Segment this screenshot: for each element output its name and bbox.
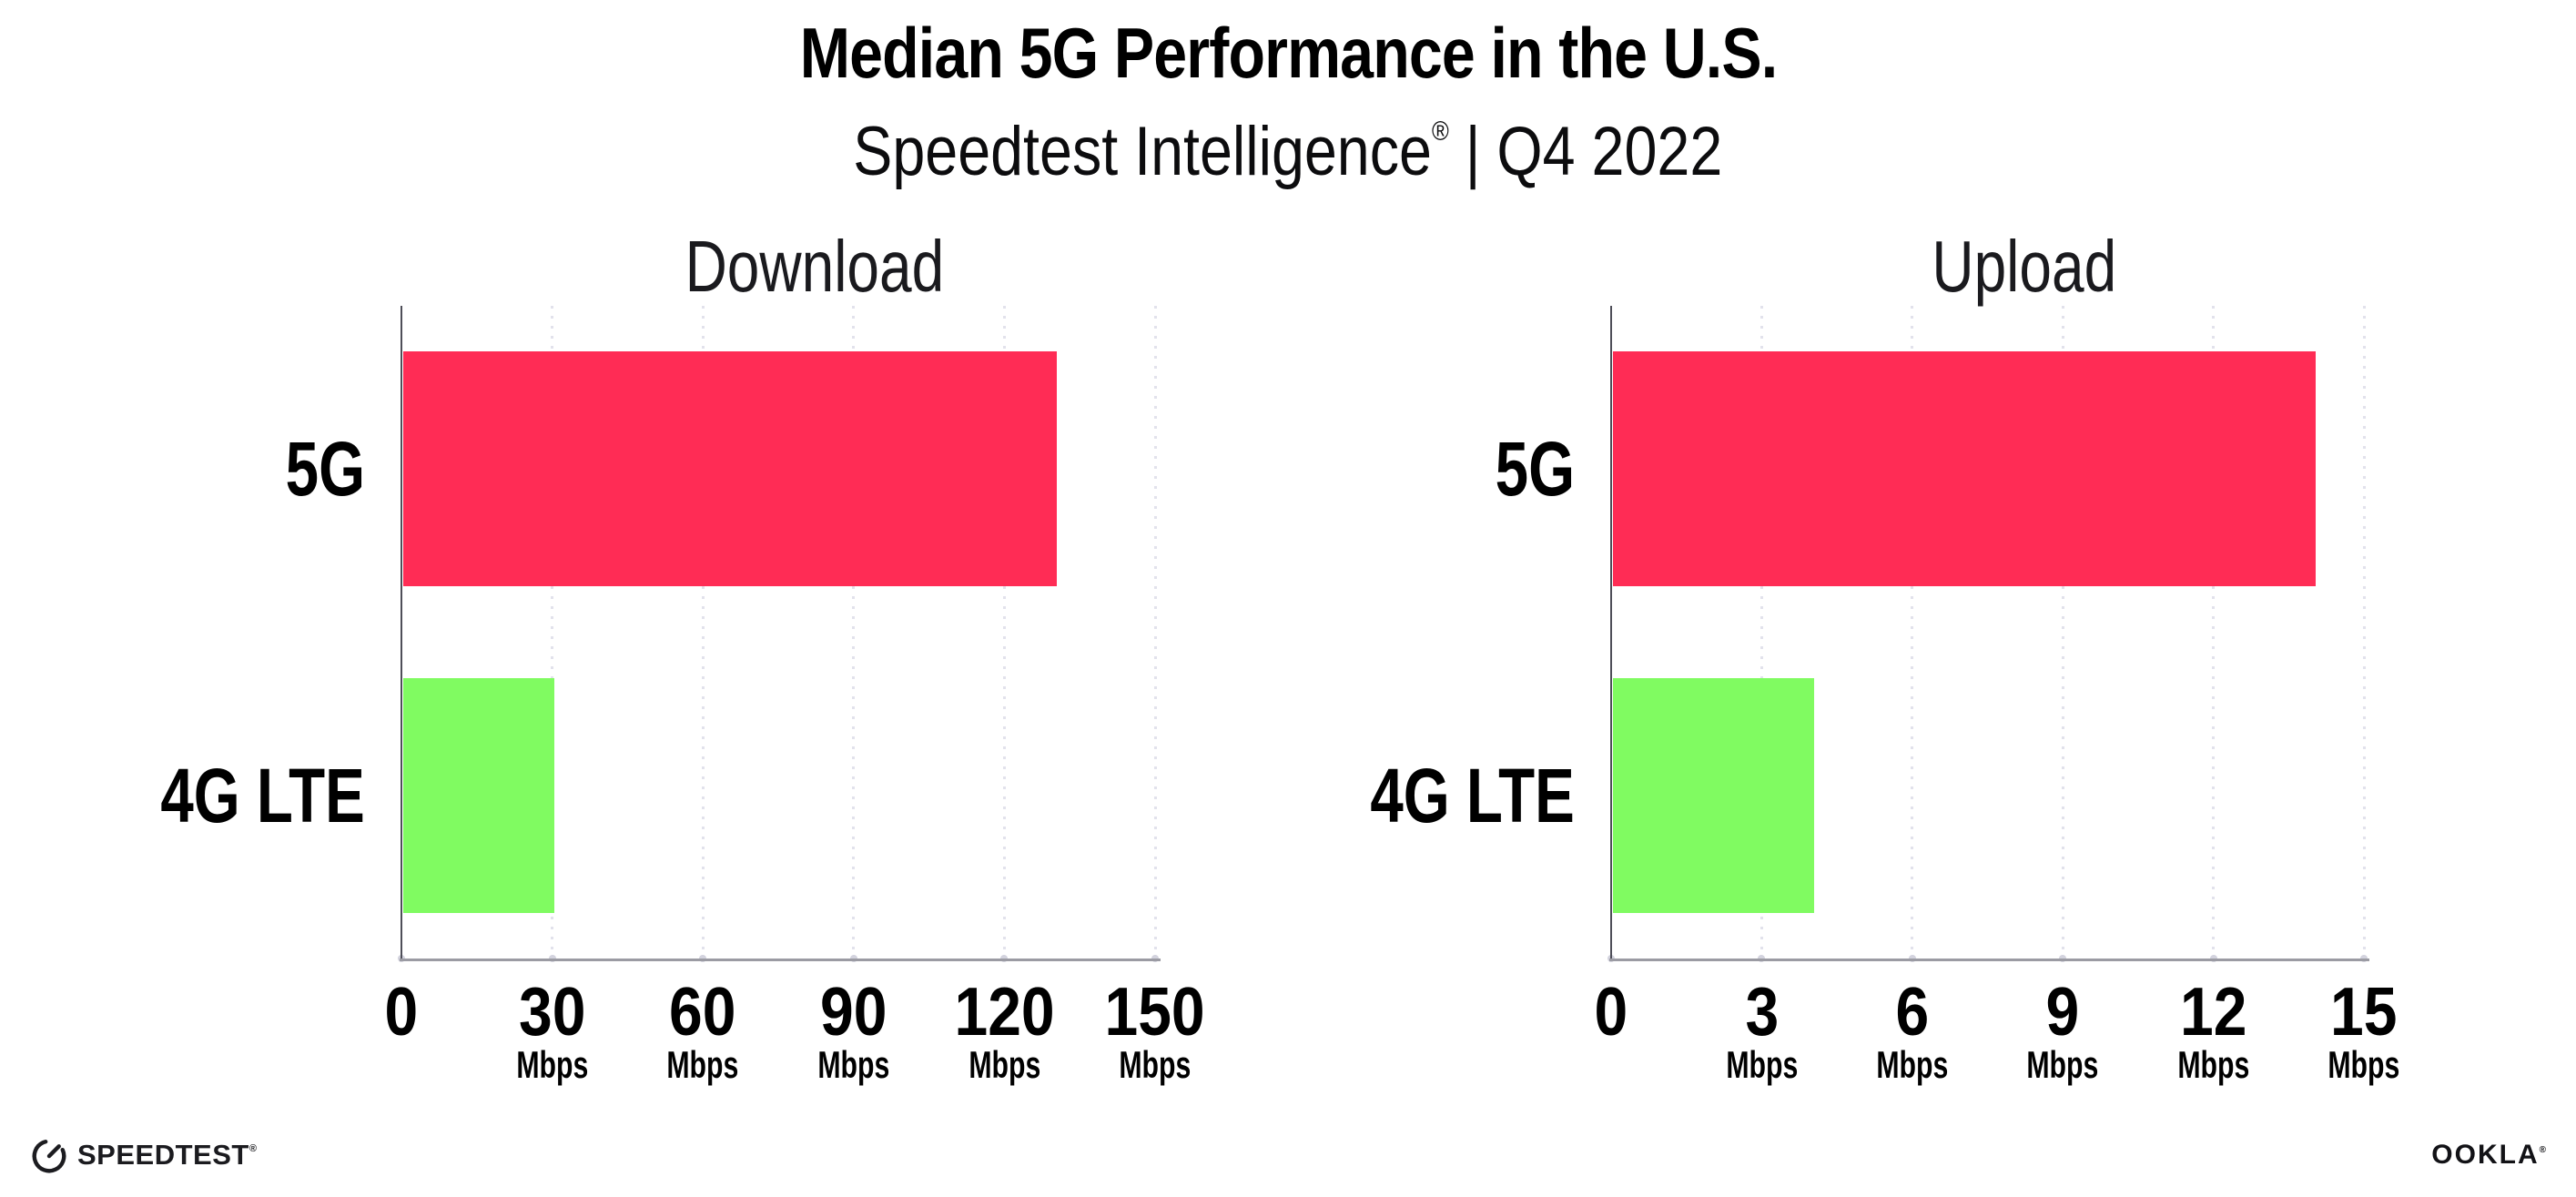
category-label-text: 4G LTE [1370,752,1575,838]
page-subtitle: Speedtest Intelligence® | Q4 2022 [0,95,2576,189]
tick-unit-text: Mbps [1876,1043,1949,1086]
tick-unit-download-90: Mbps [717,1045,990,1085]
tick-unit-text: Mbps [2177,1043,2250,1086]
bar-upload-5g [1613,351,2316,587]
gridline-upload-15 [2362,306,2366,959]
tick-label-text: 0 [384,973,419,1050]
tick-unit-text: Mbps [1119,1043,1192,1086]
tick-unit-text: Mbps [817,1043,890,1086]
tick-unit-text: Mbps [2026,1043,2099,1086]
gridline-upload-3 [1760,306,1763,959]
tick-label-text: 30 [518,973,586,1050]
chart-title-text: Download [685,226,945,307]
tick-unit-upload-6: Mbps [1776,1045,2049,1085]
tick-label-text: 3 [1745,973,1779,1050]
tick-label-upload-3: 3 [1625,976,1898,1047]
gridline-download-120 [1002,306,1006,959]
category-label-upload-4g-lte: 4G LTE [1183,756,1575,835]
ookla-wordmark: OOKLA® [2431,1140,2546,1170]
tick-label-upload-9: 9 [1926,976,2199,1047]
tick-label-text: 15 [2330,973,2398,1050]
speedtest-trademark: ® [248,1143,257,1154]
tick-unit-text: Mbps [1725,1043,1798,1086]
category-label-text: 5G [285,426,365,512]
tick-label-text: 150 [1104,973,1206,1050]
chart-title-upload: Upload [1651,229,2398,304]
tick-unit-text: Mbps [516,1043,589,1086]
page-title: Median 5G Performance in the U.S. [0,15,2576,91]
gridline-upload-12 [2212,306,2216,959]
x-axis-download [400,959,1161,961]
category-label-upload-5g: 5G [1183,430,1575,508]
category-label-download-4g-lte: 4G LTE [0,756,365,835]
bar-upload-4g-lte [1613,677,1814,913]
gridline-download-30 [551,306,554,959]
tick-label-text: 6 [1895,973,1930,1050]
chart-title-text: Upload [1932,226,2116,307]
tick-label-text: 120 [954,973,1055,1050]
tick-label-download-60: 60 [566,976,839,1047]
gridline-download-90 [852,306,856,959]
speedtest-wordmark: SPEEDTEST® [77,1139,257,1172]
tick-label-download-90: 90 [717,976,990,1047]
subtitle-period: | Q4 2022 [1448,113,1723,190]
tick-unit-upload-12: Mbps [2077,1045,2350,1085]
tick-label-upload-6: 6 [1776,976,2049,1047]
chart-title-download: Download [441,229,1188,304]
tick-label-download-120: 120 [867,976,1141,1047]
x-axis-upload [1609,959,2369,961]
ookla-wordmark-text: OOKLA [2431,1140,2540,1170]
tick-label-upload-0: 0 [1475,976,1748,1047]
category-label-text: 5G [1495,426,1575,512]
gridline-download-150 [1153,306,1157,959]
tick-label-text: 9 [2045,973,2080,1050]
tick-label-upload-12: 12 [2077,976,2350,1047]
category-label-text: 4G LTE [160,752,365,838]
gridline-download-60 [701,306,705,959]
tick-unit-text: Mbps [666,1043,739,1086]
page-subtitle-text: Speedtest Intelligence® | Q4 2022 [853,95,1722,189]
tick-label-download-150: 150 [1019,976,1292,1047]
gridline-upload-6 [1911,306,1914,959]
ookla-logo: OOKLA® [2431,1140,2546,1171]
speedtest-wordmark-text: SPEEDTEST [77,1139,249,1171]
tick-label-text: 60 [669,973,736,1050]
registered-mark: ® [1432,117,1449,147]
speedtest-logo: SPEEDTEST® [30,1134,257,1176]
tick-label-download-0: 0 [265,976,538,1047]
tick-unit-text: Mbps [968,1043,1040,1086]
tick-unit-download-120: Mbps [867,1045,1141,1085]
tick-unit-download-30: Mbps [416,1045,689,1085]
tick-label-text: 12 [2179,973,2247,1050]
tick-unit-download-150: Mbps [1019,1045,1292,1085]
tick-label-upload-15: 15 [2227,976,2500,1047]
tick-label-download-30: 30 [416,976,689,1047]
page-title-text: Median 5G Performance in the U.S. [799,13,1777,93]
tick-unit-upload-3: Mbps [1625,1045,1898,1085]
tick-label-text: 0 [1594,973,1628,1050]
tick-unit-text: Mbps [2328,1043,2400,1086]
y-axis-upload [1610,306,1612,959]
ookla-trademark: ® [2539,1145,2546,1155]
tick-unit-upload-15: Mbps [2227,1045,2500,1085]
tick-label-text: 90 [820,973,887,1050]
category-label-download-5g: 5G [0,430,365,508]
bar-download-5g [403,351,1057,587]
subtitle-brand: Speedtest Intelligence [853,113,1433,190]
y-axis-download [401,306,402,959]
tick-unit-upload-9: Mbps [1926,1045,2199,1085]
tick-unit-download-60: Mbps [566,1045,839,1085]
speedtest-gauge-icon [32,1139,66,1173]
bar-download-4g-lte [403,677,554,913]
gridline-upload-9 [2061,306,2064,959]
